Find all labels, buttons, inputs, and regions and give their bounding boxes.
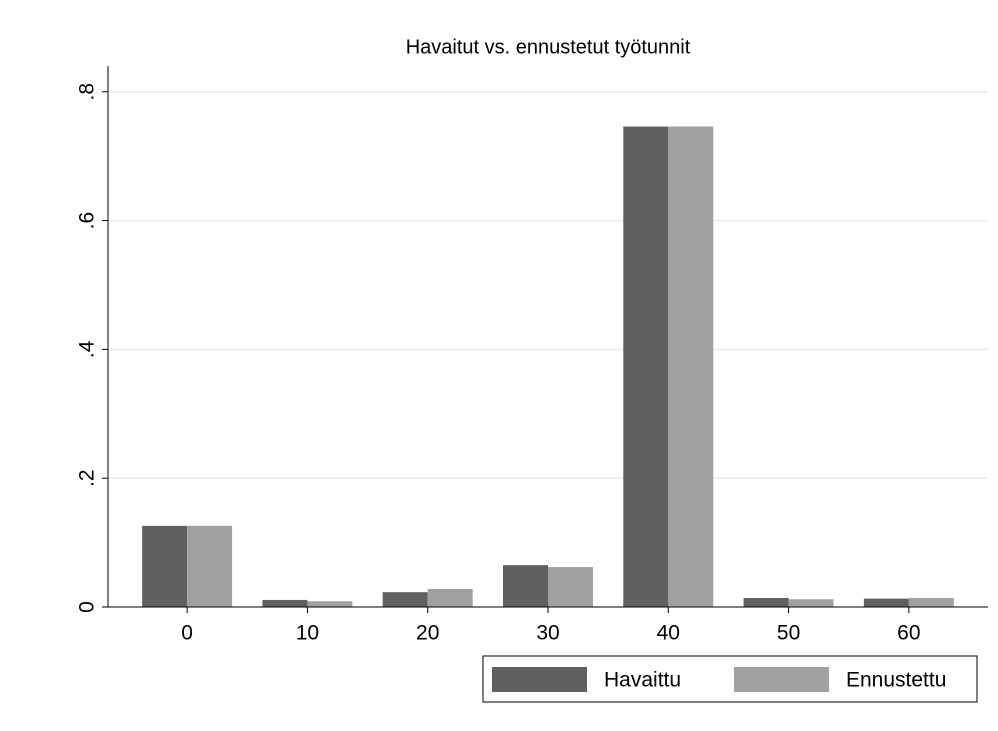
x-tick-label: 40 [657,622,680,645]
legend-label: Havaittu [604,669,681,692]
x-tick-label: 50 [777,622,800,645]
bar [187,525,233,607]
y-tick-label: .2 [76,469,99,487]
bar [668,126,714,608]
bar [262,599,308,607]
legend-swatch [492,667,587,692]
chart-title: Havaitut vs. ennustetut työtunnit [406,36,691,58]
bar [743,597,789,607]
bar [307,601,353,607]
x-tick-label: 60 [897,622,920,645]
x-tick-label: 30 [536,622,559,645]
bar [548,567,593,607]
y-tick-label: .6 [76,212,99,230]
y-tick-label: 0 [76,601,99,613]
legend-swatch [734,667,829,692]
bar [623,126,669,608]
bar [382,592,428,607]
bar [863,598,909,607]
y-tick-label: .4 [76,340,99,358]
bar [427,588,473,607]
x-tick-label: 0 [181,622,193,645]
y-tick-label: .8 [76,83,99,101]
bar [503,565,548,607]
x-tick-label: 20 [416,622,439,645]
legend-box [482,655,978,703]
bar [908,597,954,607]
bar [788,599,834,607]
x-tick-label: 10 [296,622,319,645]
bar [142,525,188,607]
legend-label: Ennustettu [846,669,946,692]
